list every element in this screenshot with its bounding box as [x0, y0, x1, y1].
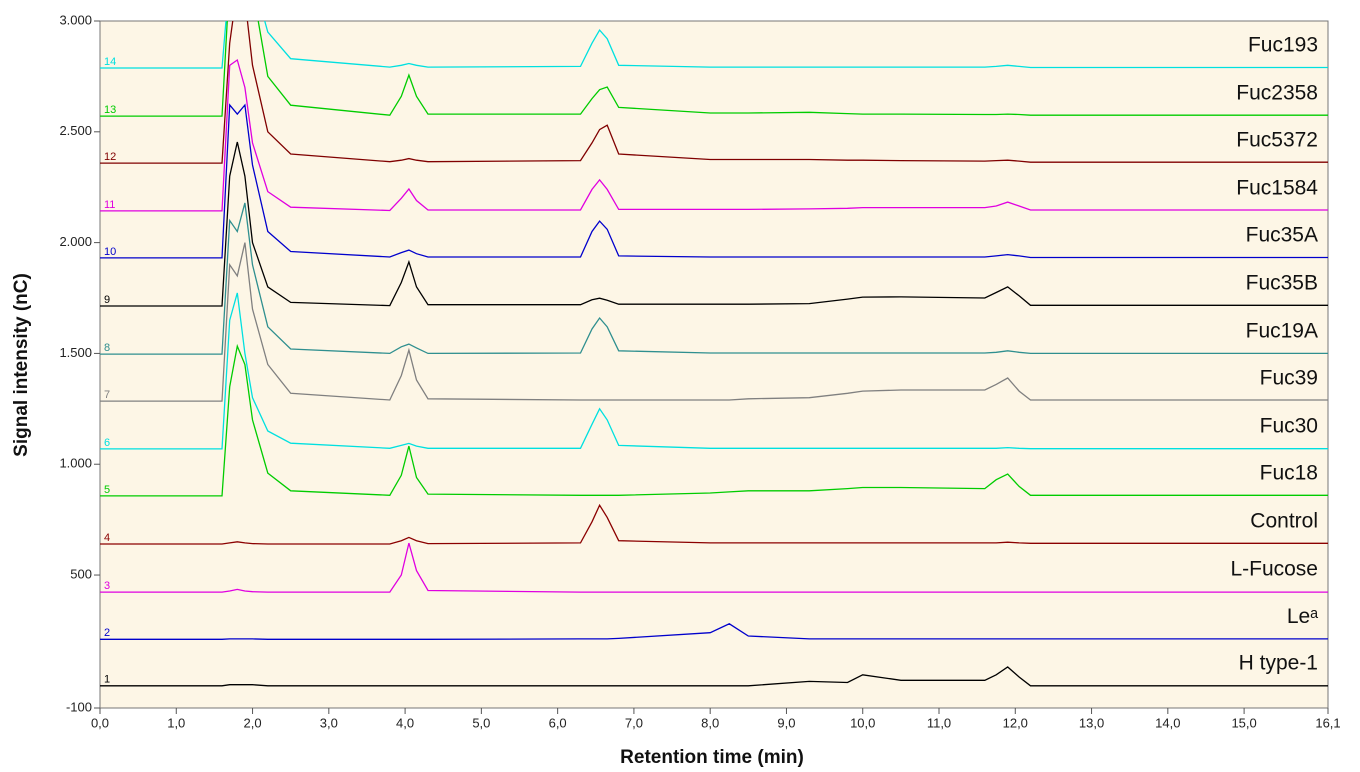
x-tick-label: 13,0 — [1079, 715, 1104, 730]
x-tick-label: 1,0 — [167, 715, 185, 730]
x-tick-label: 9,0 — [777, 715, 795, 730]
trace-line — [100, 343, 1328, 497]
x-tick-label: 10,0 — [850, 715, 875, 730]
x-tick-label: 7,0 — [625, 715, 643, 730]
x-tick-label: 12,0 — [1003, 715, 1028, 730]
x-tick-label: 14,0 — [1155, 715, 1180, 730]
trace-number: 13 — [104, 104, 116, 116]
trace-line — [100, 292, 1328, 450]
x-tick-label: 11,0 — [927, 715, 951, 730]
trace-number: 7 — [104, 389, 110, 401]
trace-line — [100, 103, 1328, 259]
trace-number: 4 — [104, 532, 110, 544]
x-tick-label: 2,0 — [244, 715, 262, 730]
trace-number: 8 — [104, 342, 110, 354]
y-tick-label: -100 — [66, 699, 92, 714]
trace-line — [100, 503, 1328, 545]
y-tick-label: 500 — [70, 566, 92, 581]
trace-name: Fuc18 — [1260, 461, 1318, 484]
y-tick-label: 2.000 — [59, 234, 92, 249]
trace-number: 10 — [104, 246, 116, 258]
y-axis-title: Signal intensity (nC) — [11, 273, 32, 457]
trace-number: 1 — [104, 674, 110, 686]
trace-name: L-Fucose — [1230, 558, 1318, 581]
y-tick-label: 1.500 — [59, 345, 92, 360]
trace-name: Fuc39 — [1260, 367, 1318, 390]
x-tick-label: 8,0 — [701, 715, 719, 730]
trace-name: Fuc30 — [1260, 414, 1318, 437]
x-tick-label: 4,0 — [396, 715, 414, 730]
trace-name: Fuc2358 — [1236, 82, 1318, 105]
trace-number: 2 — [104, 627, 110, 639]
trace-name: H type-1 — [1239, 651, 1318, 674]
y-tick-label: 3.000 — [59, 12, 92, 27]
trace-line — [100, 242, 1328, 402]
trace-number: 12 — [104, 151, 116, 163]
trace-name: Fuc1584 — [1236, 176, 1318, 199]
trace-line — [100, 542, 1328, 593]
trace-name: Fuc5372 — [1236, 129, 1318, 152]
x-tick-label: 5,0 — [472, 715, 490, 730]
trace-line — [100, 58, 1328, 212]
trace-name: Control — [1250, 510, 1318, 533]
trace-line — [100, 21, 1328, 164]
y-tick-label: 2.500 — [59, 123, 92, 138]
trace-number: 6 — [104, 437, 110, 449]
x-tick-label: 15,0 — [1231, 715, 1256, 730]
trace-name: Fuc193 — [1248, 34, 1318, 57]
x-tick-label: 0,0 — [91, 715, 109, 730]
trace-line — [100, 141, 1328, 307]
traces — [100, 21, 1328, 687]
trace-line — [100, 202, 1328, 355]
x-axis-title: Retention time (min) — [620, 747, 804, 768]
trace-name: Fuc35A — [1246, 223, 1318, 246]
plot-area — [99, 20, 1329, 709]
trace-number: 14 — [104, 56, 116, 68]
trace-name: Leᵃ — [1287, 605, 1318, 628]
trace-number: 5 — [104, 484, 110, 496]
trace-line — [100, 666, 1328, 687]
x-tick-label: 3,0 — [320, 715, 338, 730]
trace-name: Fuc35B — [1246, 272, 1318, 295]
y-tick-label: 1.000 — [59, 456, 92, 471]
x-tick-label: 16,1 — [1315, 715, 1340, 730]
trace-line — [100, 21, 1328, 69]
trace-line — [100, 21, 1328, 117]
trace-number: 3 — [104, 580, 110, 592]
trace-name: Fuc19A — [1246, 320, 1318, 343]
trace-line — [100, 623, 1328, 640]
trace-number: 11 — [104, 199, 115, 211]
x-tick-label: 6,0 — [549, 715, 567, 730]
trace-number: 9 — [104, 294, 110, 306]
